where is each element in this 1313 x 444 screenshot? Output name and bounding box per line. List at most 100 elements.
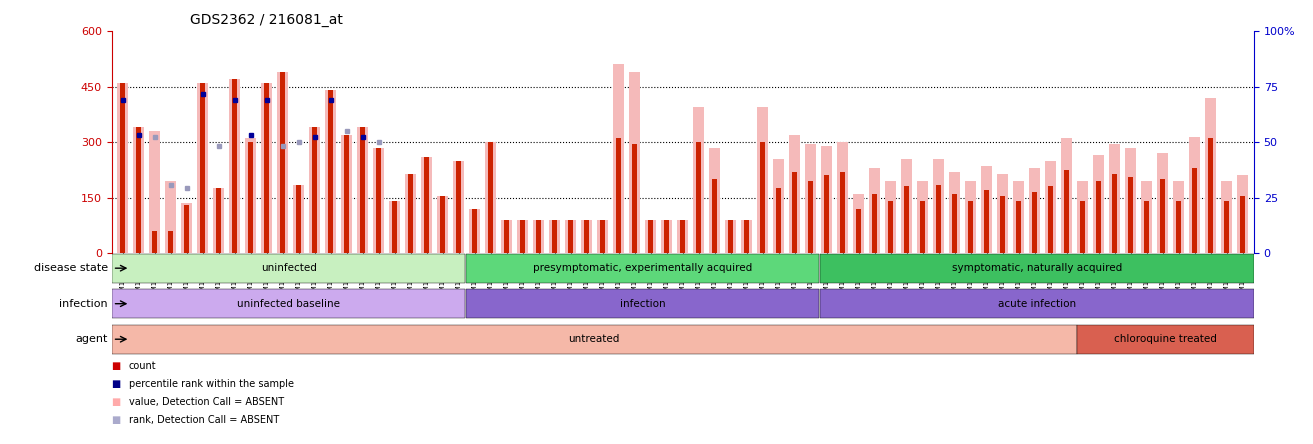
Bar — [821, 146, 832, 253]
Bar — [1237, 175, 1249, 253]
Bar — [277, 72, 289, 253]
Bar — [466, 254, 819, 282]
Bar — [457, 161, 461, 253]
Bar — [1208, 139, 1213, 253]
Bar — [520, 220, 525, 253]
Bar — [473, 209, 477, 253]
Bar — [569, 220, 574, 253]
Text: percentile rank within the sample: percentile rank within the sample — [129, 379, 294, 389]
Bar — [1096, 181, 1102, 253]
Bar — [1016, 201, 1022, 253]
Bar — [1077, 181, 1088, 253]
Text: value, Detection Call = ABSENT: value, Detection Call = ABSENT — [129, 397, 284, 407]
Bar — [326, 90, 336, 253]
Text: untreated: untreated — [569, 334, 620, 344]
Bar — [997, 174, 1008, 253]
Bar — [357, 127, 369, 253]
Bar — [1077, 325, 1254, 353]
Bar — [819, 289, 1254, 318]
Bar — [616, 139, 621, 253]
Bar — [1065, 170, 1069, 253]
Bar — [1190, 137, 1200, 253]
Bar — [1205, 98, 1216, 253]
Bar — [809, 181, 813, 253]
Bar — [1141, 181, 1153, 253]
Bar — [649, 220, 653, 253]
Bar — [838, 142, 848, 253]
Bar — [1081, 201, 1085, 253]
Bar — [421, 157, 432, 253]
Bar — [217, 188, 221, 253]
Bar — [713, 179, 717, 253]
Bar — [789, 135, 801, 253]
Bar — [889, 201, 893, 253]
Bar — [965, 181, 977, 253]
Bar — [328, 90, 334, 253]
Bar — [437, 196, 448, 253]
Bar — [1125, 148, 1136, 253]
Text: infection: infection — [620, 299, 666, 309]
Bar — [117, 83, 129, 253]
Bar — [246, 139, 256, 253]
Bar — [312, 127, 318, 253]
Bar — [869, 168, 880, 253]
Bar — [248, 142, 253, 253]
Bar — [184, 205, 189, 253]
Bar — [1128, 177, 1133, 253]
Bar — [693, 107, 704, 253]
Bar — [1176, 201, 1182, 253]
Bar — [613, 64, 625, 253]
Bar — [1061, 139, 1073, 253]
Bar — [856, 209, 861, 253]
Bar — [121, 83, 125, 253]
Text: rank, Detection Call = ABSENT: rank, Detection Call = ABSENT — [129, 415, 278, 424]
Bar — [309, 127, 320, 253]
Text: infection: infection — [59, 299, 108, 309]
Bar — [709, 148, 721, 253]
Bar — [985, 190, 989, 253]
Bar — [373, 148, 385, 253]
Bar — [905, 186, 909, 253]
Bar — [344, 135, 349, 253]
Bar — [1032, 192, 1037, 253]
Bar — [1221, 181, 1233, 253]
Text: disease state: disease state — [34, 263, 108, 273]
Bar — [341, 135, 352, 253]
Bar — [662, 220, 672, 253]
Bar — [1157, 153, 1169, 253]
Text: presymptomatic, experimentally acquired: presymptomatic, experimentally acquired — [533, 263, 752, 273]
Bar — [792, 172, 797, 253]
Bar — [440, 196, 445, 253]
Bar — [776, 188, 781, 253]
Bar — [377, 148, 381, 253]
Bar — [150, 131, 160, 253]
Bar — [872, 194, 877, 253]
Bar — [1045, 161, 1057, 253]
Bar — [920, 201, 926, 253]
Bar — [297, 185, 301, 253]
Bar — [729, 220, 733, 253]
Bar — [393, 201, 397, 253]
Bar — [1048, 186, 1053, 253]
Bar — [293, 185, 305, 253]
Bar — [936, 185, 941, 253]
Bar — [232, 79, 238, 253]
Bar — [488, 142, 494, 253]
Bar — [264, 83, 269, 253]
Bar — [549, 220, 561, 253]
Bar — [1224, 201, 1229, 253]
Bar — [565, 220, 576, 253]
Bar — [629, 72, 641, 253]
Bar — [360, 127, 365, 253]
Bar — [466, 289, 819, 318]
Text: ■: ■ — [112, 379, 121, 389]
Bar — [805, 144, 817, 253]
Bar — [502, 220, 512, 253]
Bar — [952, 194, 957, 253]
Bar — [582, 220, 592, 253]
Bar — [934, 159, 944, 253]
Bar — [112, 325, 1077, 353]
Bar — [825, 175, 829, 253]
Text: ■: ■ — [112, 415, 121, 424]
Bar — [1094, 155, 1104, 253]
